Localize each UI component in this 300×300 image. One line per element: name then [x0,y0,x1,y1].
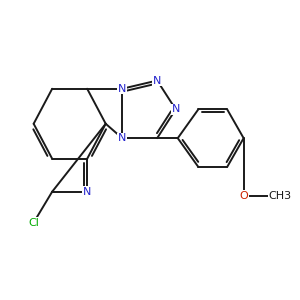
Text: N: N [118,84,126,94]
Text: O: O [239,191,248,201]
Text: CH3: CH3 [268,191,292,201]
Text: N: N [118,133,126,143]
Text: Cl: Cl [28,218,39,228]
Text: N: N [153,76,161,85]
Text: N: N [83,187,92,197]
Text: N: N [172,104,180,114]
